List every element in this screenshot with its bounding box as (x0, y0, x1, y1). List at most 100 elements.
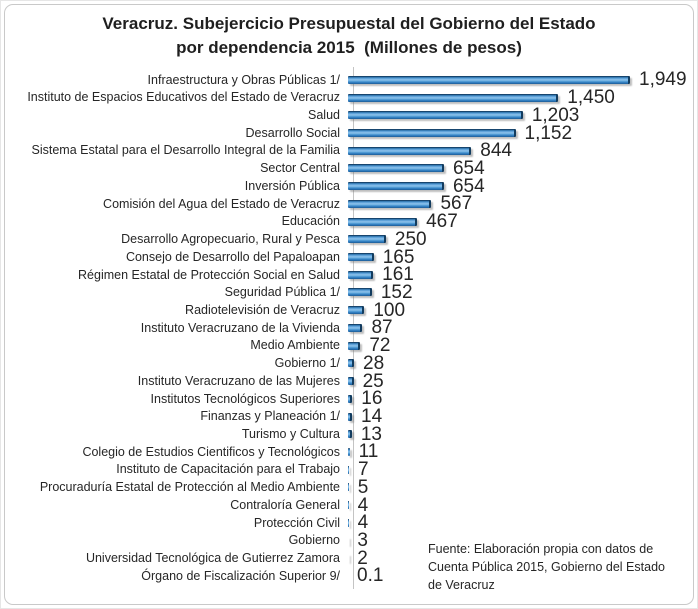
category-label: Inversión Pública (244, 178, 340, 193)
value-label: 0.1 (357, 565, 384, 587)
source-note-line3: de Veracruz (428, 578, 495, 593)
category-label: Comisión del Agua del Estado de Veracruz (103, 196, 340, 211)
category-label: Instituto de Espacios Educativos del Est… (27, 90, 340, 105)
chart-row: Comisión del Agua del Estado de Veracruz… (1, 193, 697, 215)
bar-area: 4 (346, 512, 697, 534)
value-label: 100 (373, 299, 406, 321)
category-label: Desarrollo Social (245, 125, 340, 140)
category-label: Protección Civil (253, 515, 340, 530)
value-label: 1,450 (567, 87, 615, 109)
bar (348, 93, 559, 102)
category-label: Medio Ambiente (250, 338, 340, 353)
bar (348, 483, 349, 492)
bar-area: 844 (346, 140, 697, 162)
bar (348, 253, 374, 262)
category-label: Gobierno (288, 533, 340, 548)
bar (348, 182, 444, 191)
chart-row: Instituto Veracruzano de la Vivienda 87 (1, 317, 697, 339)
bar (348, 199, 432, 208)
bar (348, 377, 354, 386)
bar-area: 14 (346, 406, 697, 428)
value-label: 161 (382, 264, 414, 286)
category-label: Radiotelevisión de Veracruz (185, 302, 340, 317)
category-label: Desarrollo Agropecuario, Rural y Pesca (121, 232, 340, 247)
bar-area: 3 (346, 531, 697, 550)
bar-area: 161 (346, 264, 697, 286)
bar (348, 270, 374, 279)
bar (348, 129, 516, 138)
bar-area: 11 (346, 442, 697, 461)
bar-area: 1,203 (346, 104, 697, 126)
value-label: 2 (357, 547, 368, 569)
category-label: Colegio de Estudios Cientificos y Tecnol… (82, 444, 340, 459)
chart-row: Desarrollo Social 1,152 (1, 124, 697, 143)
value-label: 467 (426, 211, 458, 233)
chart-row: Radiotelevisión de Veracruz 100 (1, 299, 697, 321)
category-label: Salud (308, 108, 340, 123)
value-label: 4 (357, 512, 369, 534)
chart-row: Educación 467 (1, 211, 697, 233)
value-label: 25 (362, 370, 384, 392)
value-label: 250 (394, 228, 427, 250)
bar-area: 0.1 (346, 565, 697, 587)
value-label: 567 (440, 193, 473, 215)
bar-area: 87 (346, 317, 697, 339)
chart-row: Colegio de Estudios Cientificos y Tecnol… (1, 442, 697, 461)
value-label: 844 (480, 140, 512, 162)
category-label: Seguridad Pública 1/ (224, 285, 340, 300)
bar-area: 72 (346, 336, 697, 355)
bar (348, 359, 355, 368)
value-label: 1,949 (639, 69, 687, 91)
bar (348, 501, 349, 510)
category-label: Sistema Estatal para el Desarrollo Integ… (31, 143, 340, 158)
value-label: 16 (361, 388, 383, 410)
source-note-line1: Fuente: Elaboración propia con datos de (428, 542, 654, 556)
bar-area: 5 (346, 478, 697, 497)
chart-border (4, 4, 694, 605)
chart-row: Desarrollo Agropecuario, Rural y Pesca 2… (1, 228, 697, 250)
chart-row: Medio Ambiente 72 (1, 336, 697, 355)
value-label: 654 (452, 157, 485, 179)
bar-area: 165 (346, 248, 697, 267)
bar-area: 25 (346, 370, 697, 392)
category-label: Instituto Veracruzano de la Vivienda (140, 320, 340, 335)
bar-area: 654 (346, 157, 697, 179)
category-label: Procuraduría Estatal de Protección al Me… (39, 480, 340, 495)
category-label: Instituto Veracruzano de las Mujeres (137, 373, 340, 388)
category-label: Instituto de Capacitación para el Trabaj… (116, 462, 340, 477)
category-label: Órgano de Fiscalización Superior 9/ (141, 568, 340, 583)
bar-area: 654 (346, 177, 697, 196)
chart-row: Instituto Veracruzano de las Mujeres 25 (1, 370, 697, 392)
chart-row: Universidad Tecnológica de Gutierrez Zam… (1, 547, 697, 569)
bar-area: 567 (346, 193, 697, 215)
chart-row: Sector Central 654 (1, 157, 697, 179)
bar (348, 75, 630, 84)
chart-row: Inversión Pública 654 (1, 177, 697, 196)
category-label: Infraestructura y Obras Públicas 1/ (147, 72, 340, 87)
source-note-line2: Cuenta Pública 2015, Gobierno del Estado (428, 560, 665, 575)
bar (348, 217, 418, 226)
chart-row: Consejo de Desarrollo del Papaloapan 165 (1, 248, 697, 267)
bar-area: 16 (346, 388, 697, 410)
bar (348, 288, 372, 297)
value-label: 87 (371, 317, 393, 339)
category-label: Régimen Estatal de Protección Social en … (78, 267, 340, 282)
chart-title: Veracruz. Subejercicio Presupuestal del … (1, 12, 697, 60)
bar (348, 412, 352, 421)
chart-row: Procuraduría Estatal de Protección al Me… (1, 478, 697, 497)
bar (348, 306, 365, 315)
bar (348, 341, 361, 350)
chart-title-line1: Veracruz. Subejercicio Presupuestal del … (102, 14, 596, 33)
chart-row: Régimen Estatal de Protección Social en … (1, 264, 697, 286)
bar (348, 430, 352, 439)
category-label: Finanzas y Planeación 1/ (200, 409, 340, 424)
bar-area: 1,450 (346, 87, 697, 109)
value-label: 14 (361, 406, 383, 428)
value-label: 1,203 (531, 104, 580, 126)
chart-row: Órgano de Fiscalización Superior 9/ 0.1 (1, 565, 697, 587)
value-label: 28 (363, 352, 385, 374)
bar (348, 465, 349, 474)
bar-area: 28 (346, 352, 697, 374)
chart-row: Seguridad Pública 1/ 152 (1, 283, 697, 302)
